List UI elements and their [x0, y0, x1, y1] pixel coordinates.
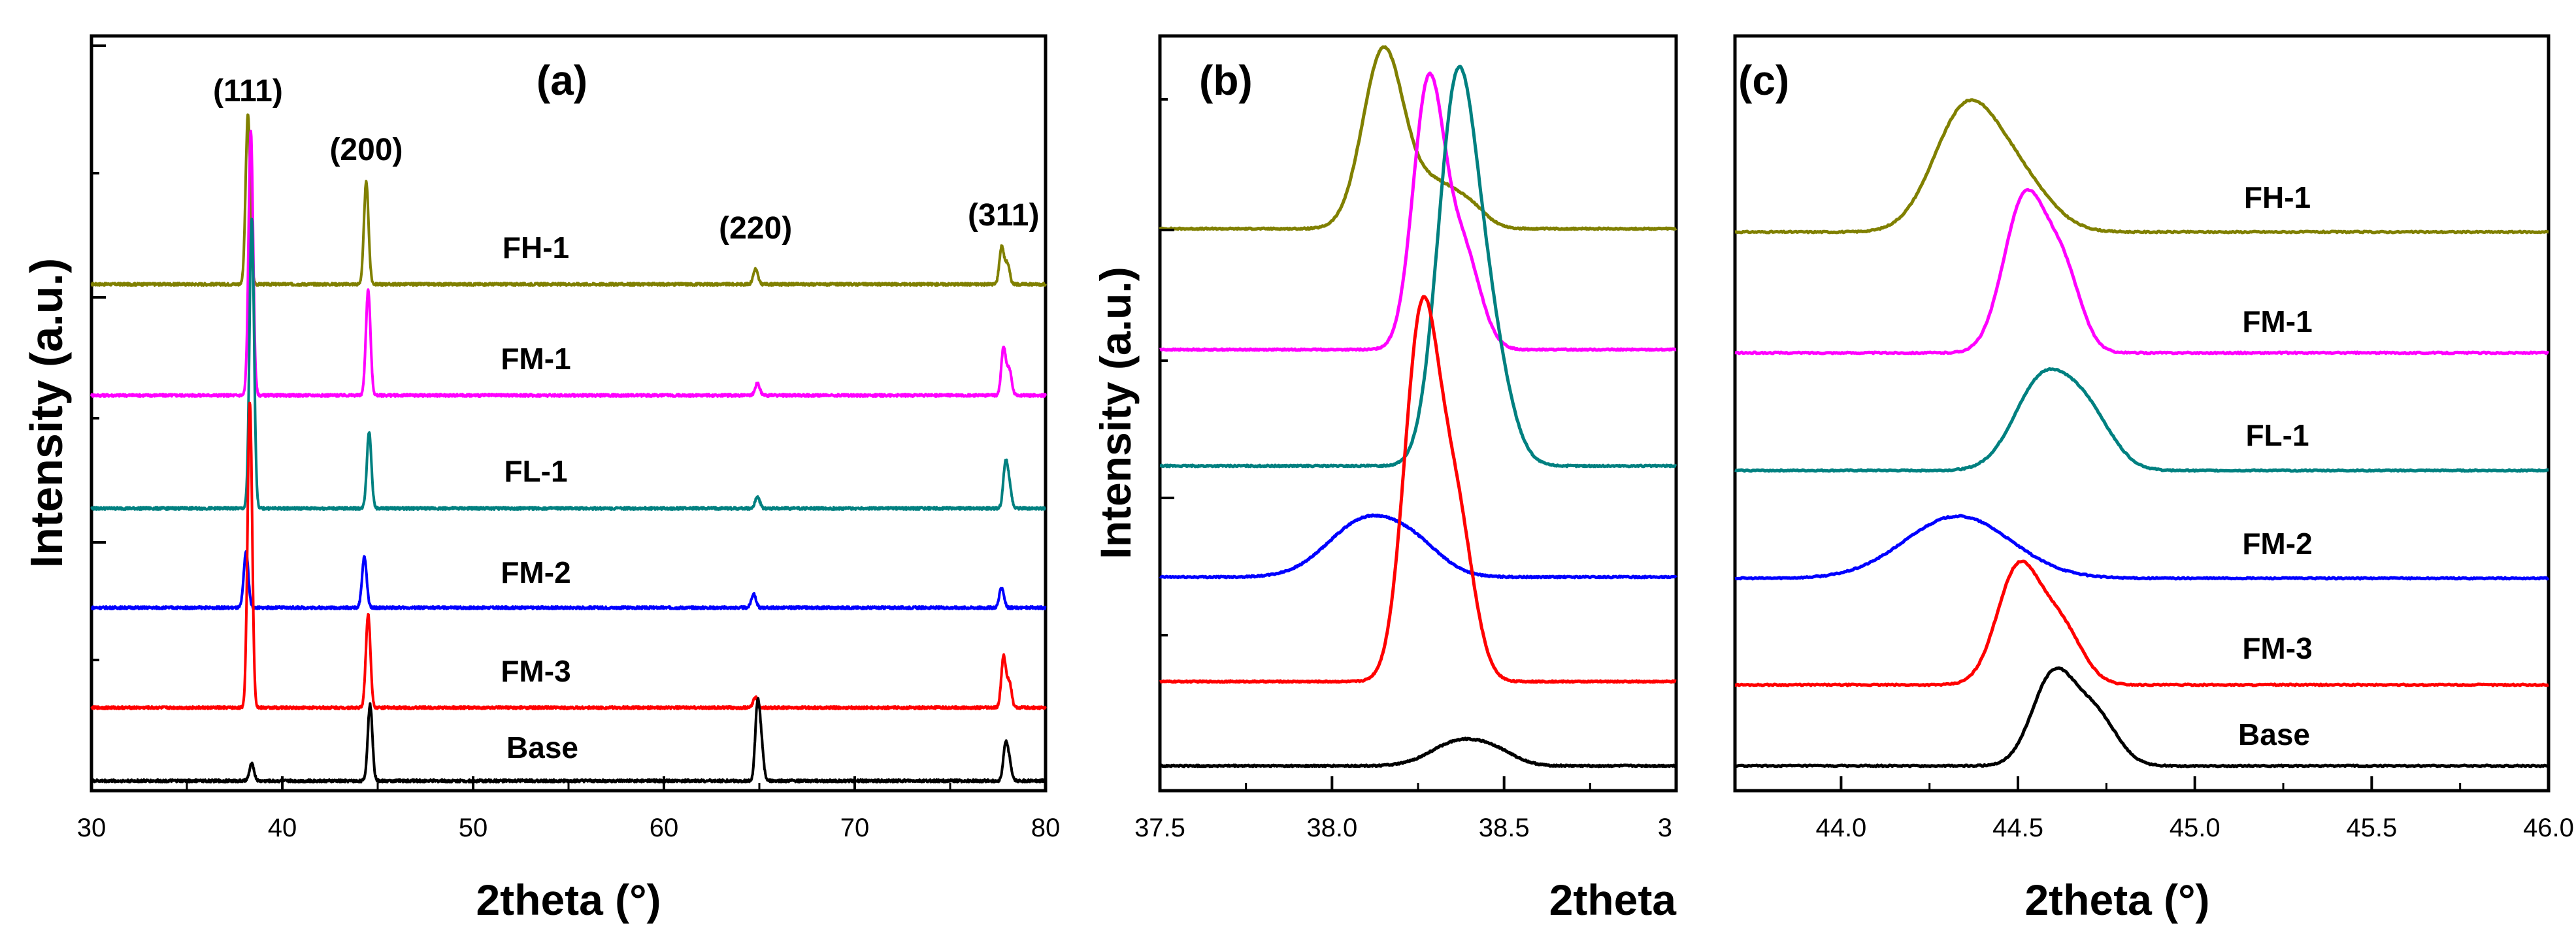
panel-c: 44.0 44.5 45.0 45.5 46.0 FH-1 FM-1 FL-1 FM-2 FM-…: [1733, 34, 2574, 924]
panel-c-label-fm-3: FM-3: [2242, 631, 2312, 665]
panel-c-series-fm-1: [1734, 188, 2550, 355]
panel-b-series: [1159, 45, 1677, 768]
panel-a-peak-label: (200): [329, 133, 403, 167]
panel-a: 30 40 50 60 70 80 FH-1 FM-1 FL-1 FM-2 FM-3 Base (1…: [21, 34, 1061, 924]
panel-a-series-fm-1: [90, 129, 1047, 398]
panel-c-x-axis-title: 2theta (°): [2024, 876, 2209, 924]
panel-a-series-fm-3: [90, 401, 1047, 710]
panel-a-x-tick-label: 30: [77, 814, 107, 842]
panel-c-x-tick-label: 45.0: [2170, 814, 2221, 842]
panel-a-y-axis-title: Intensity (a.u.): [21, 258, 72, 568]
panel-a-x-tick-label: 50: [459, 814, 488, 842]
panel-a-peak-label: (111): [213, 74, 283, 108]
panel-c-label-fm-1: FM-1: [2242, 305, 2312, 338]
panel-b-series-fm-2: [1159, 513, 1677, 580]
panel-b-series-fm-1: [1159, 71, 1677, 352]
panel-a-series-fm-2: [90, 550, 1047, 610]
panel-b-series-fl-1: [1159, 65, 1677, 469]
panel-a-x-ticks: 30 40 50 60 70 80: [77, 776, 1061, 842]
panel-c-label-fh-1: FH-1: [2244, 180, 2311, 214]
panel-b-series-fm-3: [1159, 295, 1677, 684]
panel-a-peak-label: (220): [719, 211, 792, 246]
panel-a-series-fl-1: [90, 218, 1047, 511]
panel-a-peak-annotations: (111) (200) (220) (311): [213, 74, 1039, 246]
panel-c-label-base: Base: [2238, 717, 2310, 751]
panel-a-label-fl-1: FL-1: [504, 454, 567, 488]
panel-b-x-axis-title: 2theta: [1549, 876, 1677, 924]
panel-b-x-tick-label: 38.5: [1479, 814, 1530, 842]
panel-c-series-labels: FH-1 FM-1 FL-1 FM-2 FM-3 Base: [2238, 180, 2313, 751]
panel-c-frame: [1733, 34, 2551, 793]
panel-a-x-tick-label: 70: [840, 814, 870, 842]
panel-c-label: (c): [1738, 57, 1789, 104]
panel-a-series: [90, 113, 1047, 783]
panel-c-x-tick-label: 45.5: [2346, 814, 2397, 842]
panel-c-x-tick-label: 46.0: [2523, 814, 2574, 842]
panel-a-x-tick-label: 40: [268, 814, 297, 842]
panel-a-label-fh-1: FH-1: [503, 231, 569, 265]
panel-b-x-tick-label: 3: [1658, 814, 1672, 842]
panel-b: 37.5 38.0 38.5 3 (b) 2theta Intensity (a.u.…: [1091, 34, 1678, 924]
panel-a-series-labels: FH-1 FM-1 FL-1 FM-2 FM-3 Base: [501, 231, 578, 765]
panel-c-series-fl-1: [1734, 367, 2549, 473]
panel-c-series: [1734, 98, 2550, 768]
panel-a-label-fm-1: FM-1: [501, 342, 570, 376]
panel-b-x-tick-label: 37.5: [1134, 814, 1185, 842]
panel-c-x-tick-label: 44.5: [1992, 814, 2043, 842]
panel-b-series-fh-1: [1159, 45, 1677, 231]
panel-a-label: (a): [537, 57, 587, 104]
panel-b-series-base: [1159, 736, 1677, 768]
panel-a-label-fm-3: FM-3: [501, 654, 570, 688]
panel-a-y-ticks: [91, 44, 106, 782]
panel-c-series-fh-1: [1734, 98, 2549, 235]
panel-b-x-ticks: 37.5 38.0 38.5 3: [1134, 776, 1677, 842]
panel-c-x-tick-label: 44.0: [1815, 814, 1866, 842]
panel-a-series-base: [90, 697, 1047, 783]
panel-a-x-tick-label: 80: [1031, 814, 1061, 842]
panel-a-label-base: Base: [506, 731, 578, 765]
panel-c-label-fl-1: FL-1: [2245, 418, 2309, 452]
panel-b-y-ticks: [1160, 98, 1174, 767]
panel-a-peak-label: (311): [968, 198, 1039, 233]
panel-b-label: (b): [1199, 57, 1253, 104]
panel-c-series-base: [1734, 666, 2549, 768]
panel-b-x-tick-label: 38.0: [1306, 814, 1357, 842]
panel-c-x-ticks: 44.0 44.5 45.0 45.5 46.0: [1815, 776, 2574, 842]
panel-c-series-fm-2: [1734, 514, 2550, 581]
panel-c-label-fm-2: FM-2: [2242, 527, 2312, 561]
panel-c-series-fm-3: [1734, 559, 2549, 687]
panel-a-label-fm-2: FM-2: [501, 555, 570, 589]
panel-a-x-axis-title: 2theta (°): [476, 876, 661, 924]
panel-b-y-axis-title: Intensity (a.u.): [1091, 267, 1140, 559]
panel-a-x-tick-label: 60: [650, 814, 679, 842]
